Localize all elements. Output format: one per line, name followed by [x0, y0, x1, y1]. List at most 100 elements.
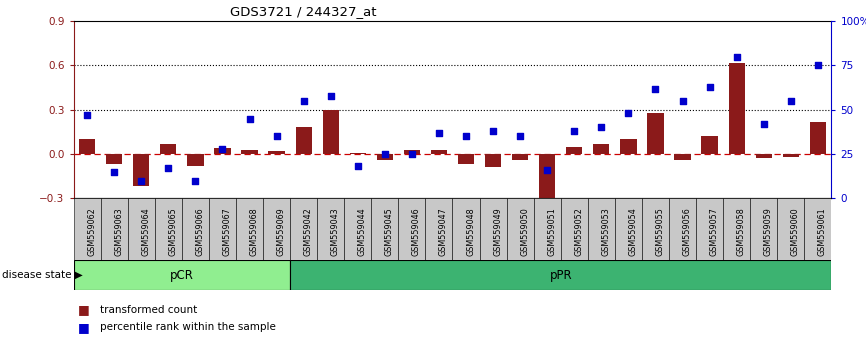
- Point: [269, 133, 283, 139]
- Text: ■: ■: [78, 303, 90, 316]
- Bar: [242, 149, 258, 154]
- Bar: [187, 154, 204, 166]
- Text: GSM559065: GSM559065: [168, 207, 178, 256]
- Text: GSM559062: GSM559062: [87, 207, 96, 256]
- Bar: [160, 144, 177, 154]
- Text: disease state ▶: disease state ▶: [2, 270, 82, 280]
- Point: [784, 98, 798, 104]
- Bar: [236, 198, 263, 260]
- Text: GSM559053: GSM559053: [601, 207, 611, 256]
- Bar: [100, 198, 128, 260]
- Bar: [295, 127, 312, 154]
- Point: [216, 146, 229, 152]
- Bar: [593, 144, 610, 154]
- Text: GSM559052: GSM559052: [574, 207, 584, 256]
- Bar: [566, 147, 582, 154]
- Bar: [79, 139, 95, 154]
- Bar: [128, 198, 155, 260]
- Point: [134, 178, 148, 183]
- Point: [622, 110, 636, 116]
- Bar: [398, 198, 425, 260]
- Point: [351, 164, 365, 169]
- Bar: [425, 198, 452, 260]
- Point: [730, 54, 744, 59]
- Point: [324, 93, 338, 98]
- Text: GSM559047: GSM559047: [439, 207, 448, 256]
- Bar: [372, 198, 398, 260]
- Text: GSM559054: GSM559054: [629, 207, 637, 256]
- Point: [189, 178, 203, 183]
- Bar: [317, 198, 345, 260]
- Bar: [701, 136, 718, 154]
- Text: GSM559051: GSM559051: [547, 207, 556, 256]
- Bar: [404, 149, 420, 154]
- Bar: [458, 154, 475, 164]
- Bar: [74, 198, 100, 260]
- Point: [378, 151, 391, 157]
- Bar: [675, 154, 691, 160]
- Text: GSM559044: GSM559044: [358, 207, 367, 256]
- Text: GSM559061: GSM559061: [818, 207, 827, 256]
- Bar: [215, 148, 230, 154]
- Text: GSM559056: GSM559056: [682, 207, 692, 256]
- Bar: [783, 154, 799, 157]
- Text: GSM559042: GSM559042: [304, 207, 313, 256]
- Point: [811, 63, 824, 68]
- Bar: [106, 154, 122, 164]
- Text: GSM559067: GSM559067: [223, 207, 231, 256]
- Bar: [209, 198, 236, 260]
- Point: [540, 167, 554, 173]
- Bar: [533, 198, 561, 260]
- Text: ■: ■: [78, 321, 90, 334]
- Bar: [350, 153, 365, 154]
- Bar: [588, 198, 615, 260]
- Point: [297, 98, 311, 104]
- Text: GSM559049: GSM559049: [493, 207, 502, 256]
- Bar: [750, 198, 778, 260]
- Bar: [452, 198, 480, 260]
- Text: GSM559060: GSM559060: [791, 207, 800, 256]
- Bar: [728, 63, 745, 154]
- Text: pCR: pCR: [170, 269, 194, 282]
- Point: [107, 169, 121, 175]
- Bar: [480, 198, 507, 260]
- Bar: [539, 154, 555, 209]
- Bar: [322, 110, 339, 154]
- Text: GSM559050: GSM559050: [520, 207, 529, 256]
- Point: [242, 116, 256, 121]
- Point: [675, 98, 689, 104]
- Text: GSM559048: GSM559048: [466, 207, 475, 256]
- Point: [514, 133, 527, 139]
- Bar: [669, 198, 696, 260]
- Point: [459, 133, 473, 139]
- Bar: [696, 198, 723, 260]
- Text: GSM559063: GSM559063: [114, 207, 123, 256]
- Bar: [805, 198, 831, 260]
- Point: [702, 84, 716, 90]
- Bar: [430, 149, 447, 154]
- Text: GSM559055: GSM559055: [656, 207, 664, 256]
- Text: GSM559043: GSM559043: [331, 207, 339, 256]
- Text: GSM559066: GSM559066: [196, 207, 204, 256]
- Text: GDS3721 / 244327_at: GDS3721 / 244327_at: [229, 5, 377, 18]
- Bar: [133, 154, 149, 187]
- Bar: [512, 154, 528, 160]
- Bar: [345, 198, 372, 260]
- Bar: [648, 113, 663, 154]
- Bar: [723, 198, 750, 260]
- Point: [486, 128, 500, 134]
- Bar: [485, 154, 501, 167]
- Point: [757, 121, 771, 127]
- Bar: [290, 198, 317, 260]
- Bar: [620, 139, 637, 154]
- Bar: [507, 198, 533, 260]
- Text: GSM559057: GSM559057: [709, 207, 719, 256]
- Bar: [755, 154, 772, 159]
- Text: GSM559059: GSM559059: [764, 207, 772, 256]
- Point: [649, 86, 662, 91]
- Bar: [377, 154, 393, 160]
- Text: pPR: pPR: [549, 269, 572, 282]
- Bar: [561, 198, 588, 260]
- Point: [567, 128, 581, 134]
- Text: percentile rank within the sample: percentile rank within the sample: [100, 322, 275, 332]
